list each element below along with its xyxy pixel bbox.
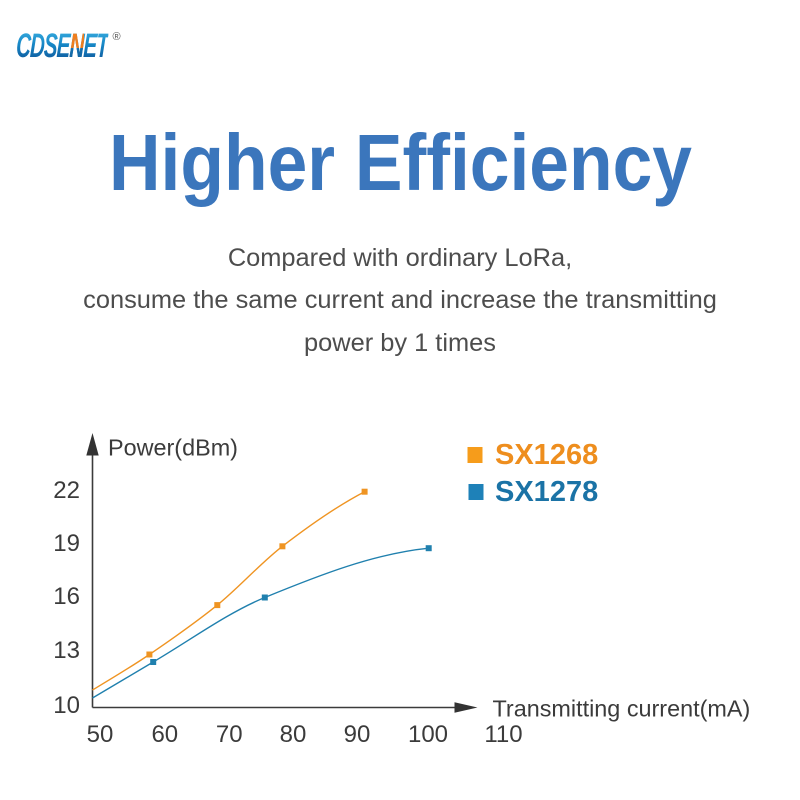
svg-text:100: 100 [408,721,448,748]
svg-text:SX1278: SX1278 [495,476,598,508]
svg-text:19: 19 [53,530,80,557]
svg-text:10: 10 [53,692,80,719]
svg-text:60: 60 [151,721,178,748]
svg-text:70: 70 [216,721,243,748]
svg-text:50: 50 [87,721,114,748]
svg-text:Transmitting current(mA): Transmitting current(mA) [493,696,751,722]
svg-text:Power(dBm): Power(dBm) [108,435,238,461]
svg-text:13: 13 [53,637,80,664]
svg-text:SX1268: SX1268 [495,439,598,471]
svg-text:80: 80 [280,721,307,748]
svg-text:16: 16 [53,583,80,610]
svg-text:90: 90 [344,721,371,748]
svg-text:22: 22 [53,477,80,504]
svg-text:110: 110 [484,721,522,748]
